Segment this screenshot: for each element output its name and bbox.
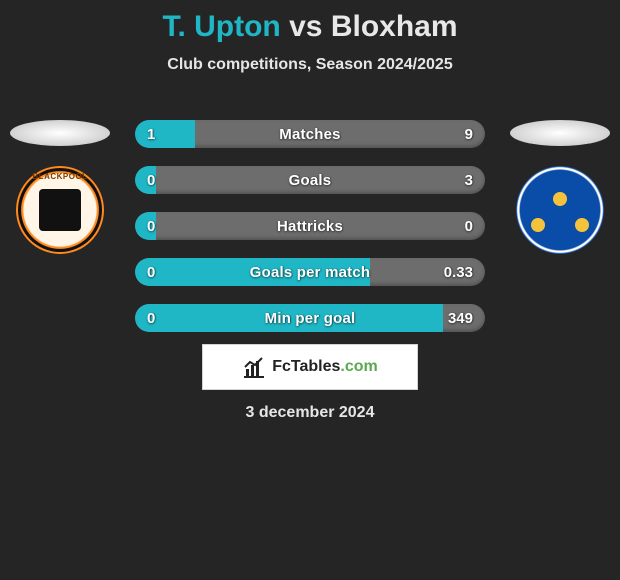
player-left-photo-placeholder [10,120,110,146]
player-right-photo-placeholder [510,120,610,146]
branding-text: FcTables.com [272,358,378,376]
comparison-card: T. Upton vs Bloxham Club competitions, S… [0,0,620,580]
stat-row: 0Min per goal349 [135,304,485,332]
stat-right-value: 3 [465,166,473,194]
subtitle: Club competitions, Season 2024/2025 [0,56,620,74]
stat-right-value: 349 [448,304,473,332]
stat-label: Hattricks [135,212,485,240]
player-right-name: Bloxham [331,10,458,43]
stat-row: 0Hattricks0 [135,212,485,240]
date-label: 3 december 2024 [0,404,620,422]
stat-right-value: 0 [465,212,473,240]
club-crest-left [16,166,104,254]
stat-label: Goals per match [135,258,485,286]
club-crest-right [516,166,604,254]
stat-right-value: 0.33 [444,258,473,286]
branding-suffix: .com [340,358,377,375]
stat-label: Matches [135,120,485,148]
stat-right-value: 9 [465,120,473,148]
stat-row: 0Goals per match0.33 [135,258,485,286]
right-side [500,110,620,254]
branding-badge[interactable]: FcTables.com [202,344,418,390]
page-title: T. Upton vs Bloxham [0,0,620,44]
branding-name: FcTables [272,358,340,375]
stat-label: Min per goal [135,304,485,332]
left-side [0,110,120,254]
chart-icon [242,355,266,379]
stat-row: 1Matches9 [135,120,485,148]
stat-bars: 1Matches90Goals30Hattricks00Goals per ma… [135,120,485,350]
player-left-name: T. Upton [162,10,280,43]
title-vs: vs [289,10,322,43]
stat-label: Goals [135,166,485,194]
stat-row: 0Goals3 [135,166,485,194]
